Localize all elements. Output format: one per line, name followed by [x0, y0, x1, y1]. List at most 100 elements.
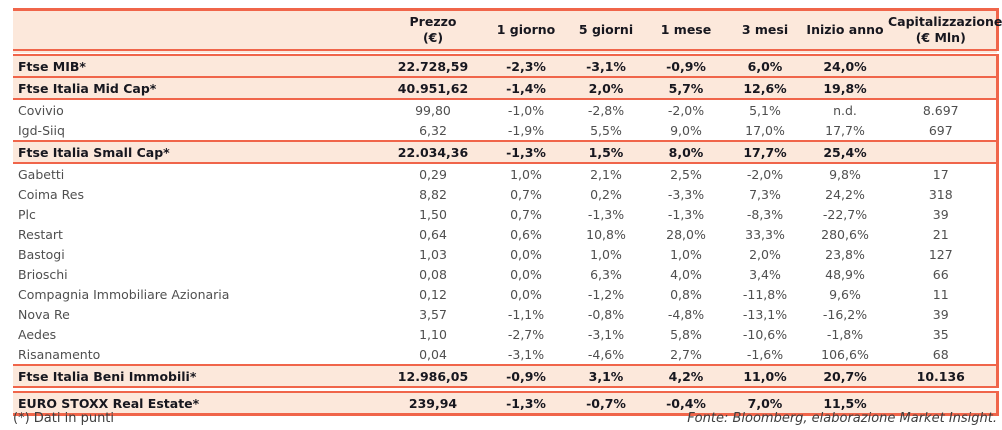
cell-3-mesi: -13,1%: [726, 304, 804, 324]
cell-1-giorno: -0,9%: [486, 364, 566, 391]
cell-3-mesi: 17,0%: [726, 120, 804, 141]
cell-5-giorni: 6,3%: [566, 264, 646, 284]
cell-prezzo: 6,32: [380, 120, 486, 141]
cell-capitalizzazione: 697: [886, 120, 997, 141]
table-row: Ftse MIB* 22.728,59 -2,3% -3,1% -0,9% 6,…: [13, 51, 997, 78]
table-row: Ftse Italia Beni Immobili* 12.986,05 -0,…: [13, 364, 997, 391]
cell-prezzo: 0,04: [380, 344, 486, 365]
performance-table: Prezzo (€) 1 giorno 5 giorni 1 mese 3 mes…: [13, 8, 1002, 416]
cell-inizio-anno: 19,8%: [804, 76, 886, 100]
cell-prezzo: 22.034,36: [380, 140, 486, 164]
cell-1-giorno: 1,0%: [486, 163, 566, 184]
cell-capitalizzazione: 39: [886, 304, 997, 324]
cell-capitalizzazione: 11: [886, 284, 997, 304]
table-row: Gabetti 0,29 1,0% 2,1% 2,5% -2,0% 9,8% 1…: [13, 163, 997, 184]
cell-inizio-anno: 280,6%: [804, 224, 886, 244]
cell-inizio-anno: n.d.: [804, 99, 886, 120]
column-header-1-giorno: 1 giorno: [486, 8, 566, 56]
row-name: Gabetti: [13, 163, 380, 184]
cell-1-giorno: -1,4%: [486, 76, 566, 100]
column-header-name: [13, 8, 380, 56]
cell-5-giorni: 0,2%: [566, 184, 646, 204]
row-name: Ftse Italia Small Cap*: [13, 140, 380, 164]
cell-1-mese: -3,3%: [646, 184, 726, 204]
cell-inizio-anno: 25,4%: [804, 140, 886, 164]
row-name: Covivio: [13, 99, 380, 120]
table-row: Plc 1,50 0,7% -1,3% -1,3% -8,3% -22,7% 3…: [13, 204, 997, 224]
cell-inizio-anno: 23,8%: [804, 244, 886, 264]
cell-inizio-anno: -1,8%: [804, 324, 886, 344]
row-name: Aedes: [13, 324, 380, 344]
table-row: Igd-Siiq 6,32 -1,9% 5,5% 9,0% 17,0% 17,7…: [13, 120, 997, 141]
cell-prezzo: 1,03: [380, 244, 486, 264]
column-header-3-mesi: 3 mesi: [726, 8, 804, 56]
cell-5-giorni: 2,0%: [566, 76, 646, 100]
performance-table-container: Prezzo (€) 1 giorno 5 giorni 1 mese 3 mes…: [13, 8, 1002, 416]
cell-3-mesi: -8,3%: [726, 204, 804, 224]
cell-5-giorni: 10,8%: [566, 224, 646, 244]
table-row: Risanamento 0,04 -3,1% -4,6% 2,7% -1,6% …: [13, 344, 997, 365]
cell-1-mese: 5,7%: [646, 76, 726, 100]
row-name: Plc: [13, 204, 380, 224]
cell-1-mese: 9,0%: [646, 120, 726, 141]
row-name: Nova Re: [13, 304, 380, 324]
cell-3-mesi: -1,6%: [726, 344, 804, 365]
cell-1-mese: 1,0%: [646, 244, 726, 264]
cell-3-mesi: 11,0%: [726, 364, 804, 391]
column-header-prezzo-label: Prezzo: [409, 14, 457, 30]
column-header-inizio-anno: Inizio anno: [804, 8, 886, 56]
cell-prezzo: 22.728,59: [380, 51, 486, 78]
cell-inizio-anno: 20,7%: [804, 364, 886, 391]
cell-capitalizzazione: 39: [886, 204, 997, 224]
cell-1-giorno: 0,6%: [486, 224, 566, 244]
cell-inizio-anno: 9,8%: [804, 163, 886, 184]
cell-5-giorni: -3,1%: [566, 324, 646, 344]
row-name: Igd-Siiq: [13, 120, 380, 141]
cell-1-giorno: -1,0%: [486, 99, 566, 120]
cell-capitalizzazione: [886, 51, 997, 78]
column-header-5-giorni: 5 giorni: [566, 8, 646, 56]
cell-3-mesi: 33,3%: [726, 224, 804, 244]
cell-capitalizzazione: 21: [886, 224, 997, 244]
cell-3-mesi: -10,6%: [726, 324, 804, 344]
cell-3-mesi: -2,0%: [726, 163, 804, 184]
table-footer: (*) Dati in punti Fonte: Bloomberg, elab…: [13, 411, 997, 426]
cell-capitalizzazione: [886, 140, 997, 164]
cell-capitalizzazione: 10.136: [886, 364, 997, 391]
cell-inizio-anno: 24,2%: [804, 184, 886, 204]
table-row: Ftse Italia Mid Cap* 40.951,62 -1,4% 2,0…: [13, 76, 997, 100]
cell-5-giorni: -0,7%: [566, 386, 646, 416]
column-header-cap-unit: (€ Mln): [915, 30, 966, 45]
table-row: EURO STOXX Real Estate* 239,94 -1,3% -0,…: [13, 386, 997, 416]
cell-inizio-anno: 9,6%: [804, 284, 886, 304]
cell-capitalizzazione: [886, 386, 997, 416]
cell-prezzo: 8,82: [380, 184, 486, 204]
cell-prezzo: 0,12: [380, 284, 486, 304]
row-name: Ftse Italia Beni Immobili*: [13, 364, 380, 391]
table-row: Bastogi 1,03 0,0% 1,0% 1,0% 2,0% 23,8% 1…: [13, 244, 997, 264]
table-row: Brioschi 0,08 0,0% 6,3% 4,0% 3,4% 48,9% …: [13, 264, 997, 284]
row-name: Ftse MIB*: [13, 51, 380, 78]
row-name: EURO STOXX Real Estate*: [13, 386, 380, 416]
table-row: Ftse Italia Small Cap* 22.034,36 -1,3% 1…: [13, 140, 997, 164]
cell-5-giorni: -0,8%: [566, 304, 646, 324]
column-header-capitalizzazione: Capitalizzazione (€ Mln): [886, 8, 1002, 56]
cell-prezzo: 3,57: [380, 304, 486, 324]
cell-5-giorni: -3,1%: [566, 51, 646, 78]
cell-5-giorni: 1,0%: [566, 244, 646, 264]
cell-1-mese: -0,9%: [646, 51, 726, 78]
cell-prezzo: 1,50: [380, 204, 486, 224]
cell-3-mesi: 12,6%: [726, 76, 804, 100]
column-header-prezzo-unit: (€): [422, 30, 444, 45]
cell-1-mese: 28,0%: [646, 224, 726, 244]
cell-prezzo: 40.951,62: [380, 76, 486, 100]
table-header-row: Prezzo (€) 1 giorno 5 giorni 1 mese 3 mes…: [13, 8, 1002, 56]
row-name: Compagnia Immobiliare Azionaria: [13, 284, 380, 304]
cell-capitalizzazione: 127: [886, 244, 997, 264]
table-row: Nova Re 3,57 -1,1% -0,8% -4,8% -13,1% -1…: [13, 304, 997, 324]
row-name: Bastogi: [13, 244, 380, 264]
cell-capitalizzazione: 8.697: [886, 99, 997, 120]
row-name: Brioschi: [13, 264, 380, 284]
cell-capitalizzazione: [886, 76, 997, 100]
cell-5-giorni: -1,3%: [566, 204, 646, 224]
